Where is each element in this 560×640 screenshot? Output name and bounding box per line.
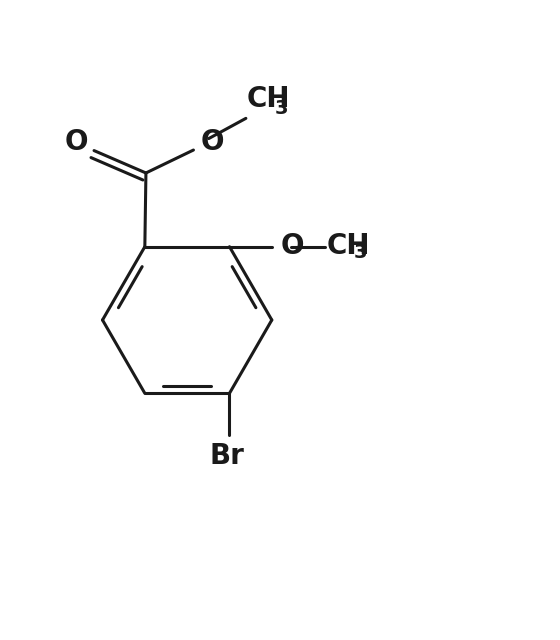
Text: O: O: [280, 232, 304, 260]
Text: Br: Br: [209, 442, 244, 470]
Text: CH: CH: [326, 232, 370, 260]
Text: 3: 3: [353, 243, 367, 262]
Text: O: O: [200, 128, 224, 156]
Text: O: O: [65, 128, 88, 156]
Text: CH: CH: [247, 85, 291, 113]
Text: 3: 3: [274, 99, 288, 118]
